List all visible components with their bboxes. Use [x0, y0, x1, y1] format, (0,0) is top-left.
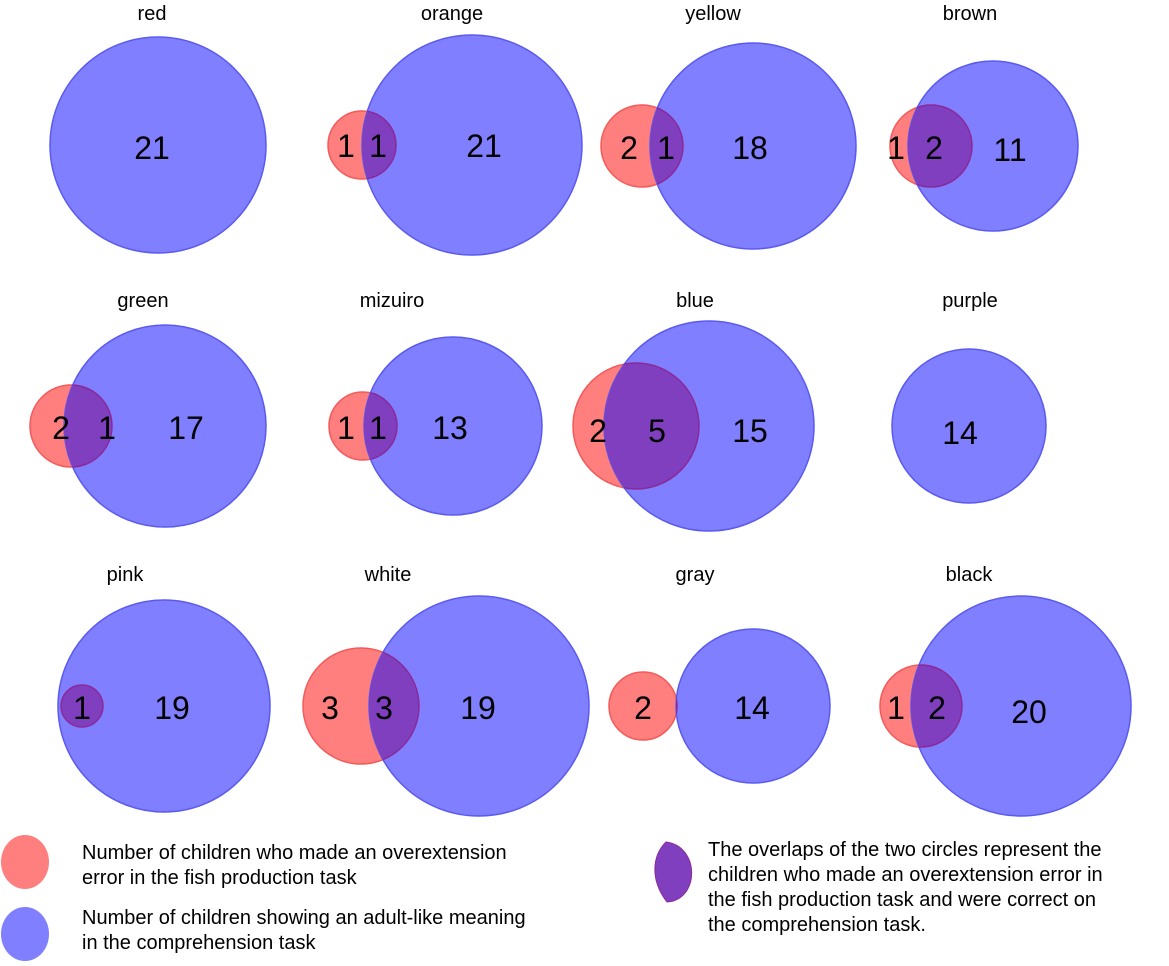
- overlap-region: [911, 664, 963, 748]
- legend-line: children who made an overextension error…: [708, 864, 1103, 886]
- panel-title: orange: [421, 3, 483, 25]
- venn-panel-purple: purple 14: [891, 290, 1047, 504]
- count-label: 1: [369, 410, 387, 446]
- count-label: 20: [1011, 694, 1047, 730]
- count-label: 2: [589, 413, 607, 449]
- venn-panel-blue: blue 2 5 15: [572, 290, 815, 532]
- panel-title: red: [138, 3, 167, 25]
- panel-title: gray: [676, 564, 715, 586]
- count-label: 2: [620, 130, 638, 166]
- panel-title: brown: [943, 3, 997, 25]
- legend-overlap-label: The overlaps of the two circles represen…: [708, 838, 1103, 938]
- legend-line: in the comprehension task: [82, 932, 316, 954]
- venn-panel-yellow: yellow 2 1 18: [600, 3, 857, 250]
- venn-panel-orange: orange 1 1 21: [327, 3, 583, 256]
- overlap-region: [369, 647, 420, 765]
- count-label: 11: [993, 132, 1026, 168]
- venn-panel-gray: gray 2 14: [608, 564, 831, 784]
- count-label: 1: [887, 690, 905, 726]
- panel-title: blue: [676, 290, 714, 312]
- count-label: 21: [134, 130, 170, 166]
- comprehension-correct-circle: [49, 36, 267, 254]
- venn-panel-white: white 3 3 19: [302, 564, 590, 817]
- panel-title: mizuiro: [360, 290, 424, 312]
- count-label: 2: [925, 130, 943, 166]
- count-label: 1: [887, 130, 905, 166]
- count-label: 21: [466, 128, 502, 164]
- panel-title: black: [946, 564, 994, 586]
- count-label: 1: [73, 690, 91, 726]
- legend-comprehension-correct-label: Number of children showing an adult-like…: [82, 906, 526, 956]
- count-label: 19: [154, 690, 190, 726]
- count-label: 19: [460, 690, 496, 726]
- count-label: 3: [321, 690, 339, 726]
- count-label: 5: [648, 413, 666, 449]
- count-label: 2: [928, 690, 946, 726]
- count-label: 15: [732, 413, 768, 449]
- comprehension-correct-circle: [891, 348, 1047, 504]
- comprehension-correct-circle: [57, 599, 271, 813]
- venn-panel-pink: pink 1 19: [57, 564, 271, 813]
- panel-title: purple: [942, 290, 998, 312]
- count-label: 1: [98, 410, 116, 446]
- count-label: 14: [734, 690, 770, 726]
- venn-panel-red: red 21: [49, 3, 267, 254]
- count-label: 1: [337, 128, 355, 164]
- count-label: 14: [942, 415, 978, 451]
- venn-panel-mizuiro: mizuiro 1 1 13: [328, 290, 543, 516]
- panel-title: yellow: [685, 3, 741, 25]
- venn-panel-black: black 1 2 20: [879, 564, 1132, 817]
- count-label: 2: [634, 690, 652, 726]
- legend-production-error-swatch: [1, 835, 49, 889]
- legend-production-error-label: Number of children who made an overexten…: [82, 841, 507, 891]
- overlap-region: [362, 110, 397, 180]
- count-label: 13: [432, 410, 468, 446]
- legend-line: The overlaps of the two circles represen…: [708, 839, 1102, 861]
- count-label: 18: [732, 130, 768, 166]
- overlap-region: [364, 391, 398, 461]
- legend-line: Number of children showing an adult-like…: [82, 907, 526, 929]
- panel-title: pink: [107, 564, 145, 586]
- legend-line: the fish production task and were correc…: [708, 889, 1096, 911]
- count-label: 17: [168, 410, 204, 446]
- legend-line: Number of children who made an overexten…: [82, 842, 507, 864]
- panel-title: green: [117, 290, 168, 312]
- legend-line: the comprehension task.: [708, 914, 926, 936]
- legend-line: error in the fish production task: [82, 867, 357, 889]
- count-label: 1: [657, 130, 675, 166]
- count-label: 2: [52, 410, 70, 446]
- legend-comprehension-correct-swatch: [1, 907, 49, 961]
- venn-panel-green: green 2 1 17: [29, 290, 267, 528]
- count-label: 3: [375, 690, 393, 726]
- overlap-region: [650, 104, 684, 188]
- overlap-region: [676, 671, 678, 741]
- count-label: 1: [369, 128, 387, 164]
- legend-overlap-swatch: [654, 841, 693, 903]
- overlap-region: [60, 684, 104, 728]
- count-label: 1: [337, 410, 355, 446]
- venn-panel-brown: brown 1 2 11: [887, 3, 1079, 232]
- panel-title: white: [364, 564, 412, 586]
